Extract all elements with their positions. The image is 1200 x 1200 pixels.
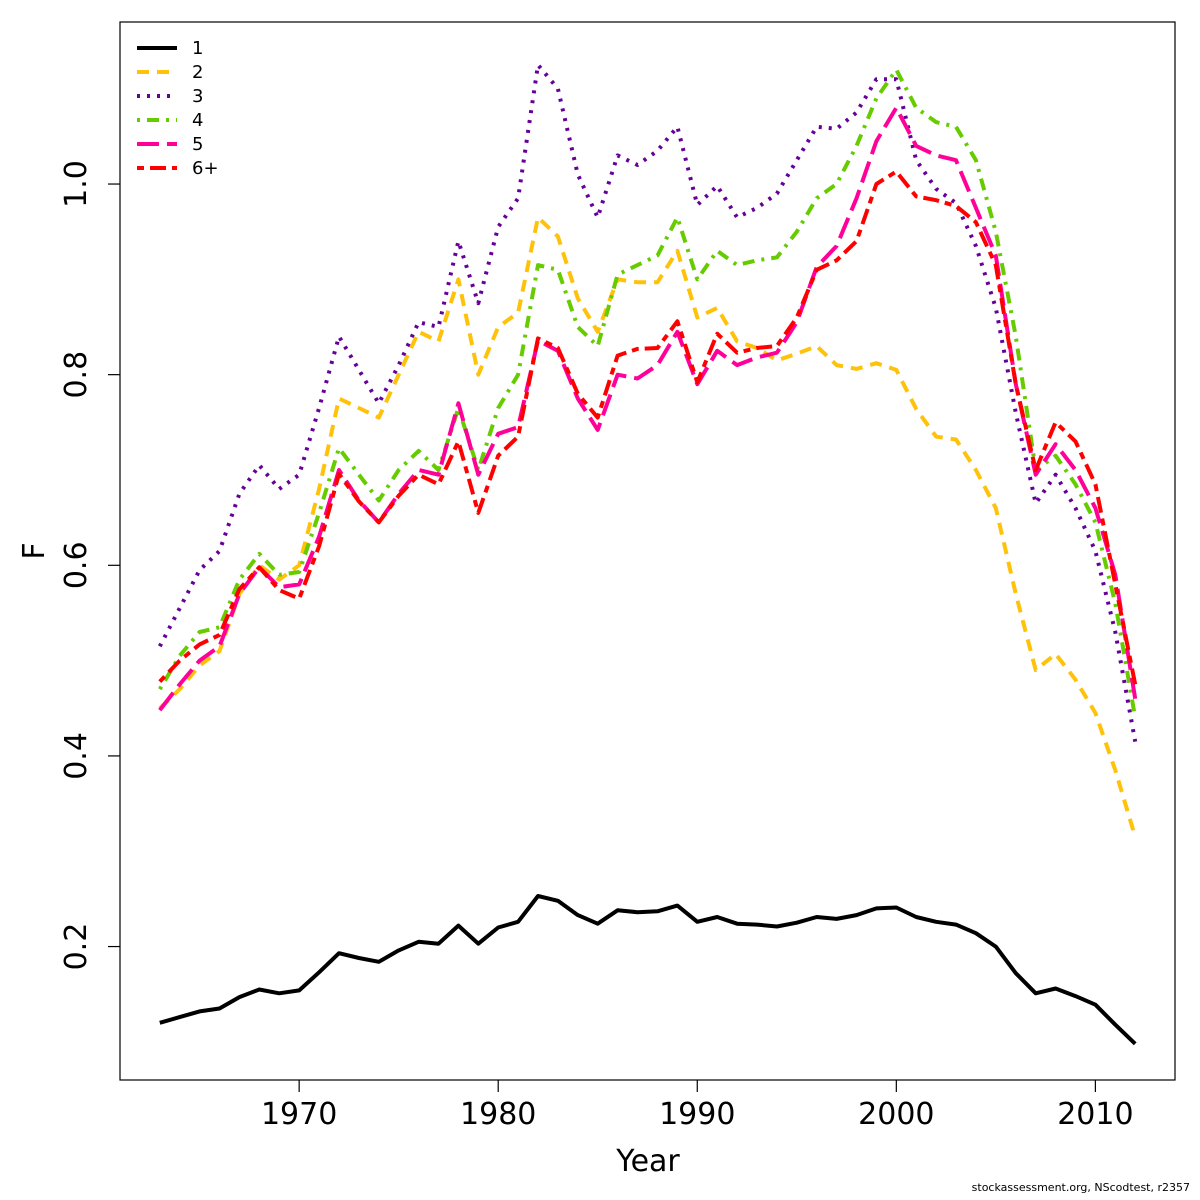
y-axis: 0.2 0.4 0.6 0.8 1.0 [59, 160, 120, 970]
y-tick-label-0.8: 0.8 [59, 351, 94, 399]
legend-label-4: 4 [192, 110, 203, 131]
x-tick-label-2000: 2000 [858, 1097, 934, 1132]
legend-label-3: 3 [192, 86, 203, 107]
series-line-2 [158, 215, 1138, 838]
legend-label-2: 2 [192, 62, 203, 83]
y-tick-label-0.6: 0.6 [59, 541, 94, 589]
y-tick-label-0.2: 0.2 [59, 923, 94, 971]
series-line-3 [158, 62, 1138, 742]
series-line-6plus [158, 169, 1138, 685]
footer-credit: stockassessment.org, NScodtest, r2357 [971, 1181, 1190, 1194]
x-axis-title: Year [615, 1144, 680, 1179]
legend-label-5: 5 [192, 134, 203, 155]
x-tick-label-1970: 1970 [261, 1097, 337, 1132]
y-tick-label-0.4: 0.4 [59, 732, 94, 780]
x-tick-label-1980: 1980 [460, 1097, 536, 1132]
series-line-4 [158, 67, 1138, 719]
x-tick-label-2010: 2010 [1057, 1097, 1133, 1132]
series-layer [158, 62, 1138, 1046]
series-line-1 [159, 894, 1137, 1046]
legend-label-6plus: 6+ [192, 158, 219, 179]
legend: 1 2 3 4 5 6+ [137, 38, 219, 179]
legend-label-1: 1 [192, 38, 203, 59]
x-tick-label-1990: 1990 [659, 1097, 735, 1132]
y-axis-title: F [17, 542, 52, 559]
plot-frame [119, 21, 1176, 1081]
x-axis: 1970 1980 1990 2000 2010 [261, 1080, 1134, 1132]
series-line-5 [158, 105, 1138, 712]
y-tick-label-1.0: 1.0 [59, 160, 94, 208]
